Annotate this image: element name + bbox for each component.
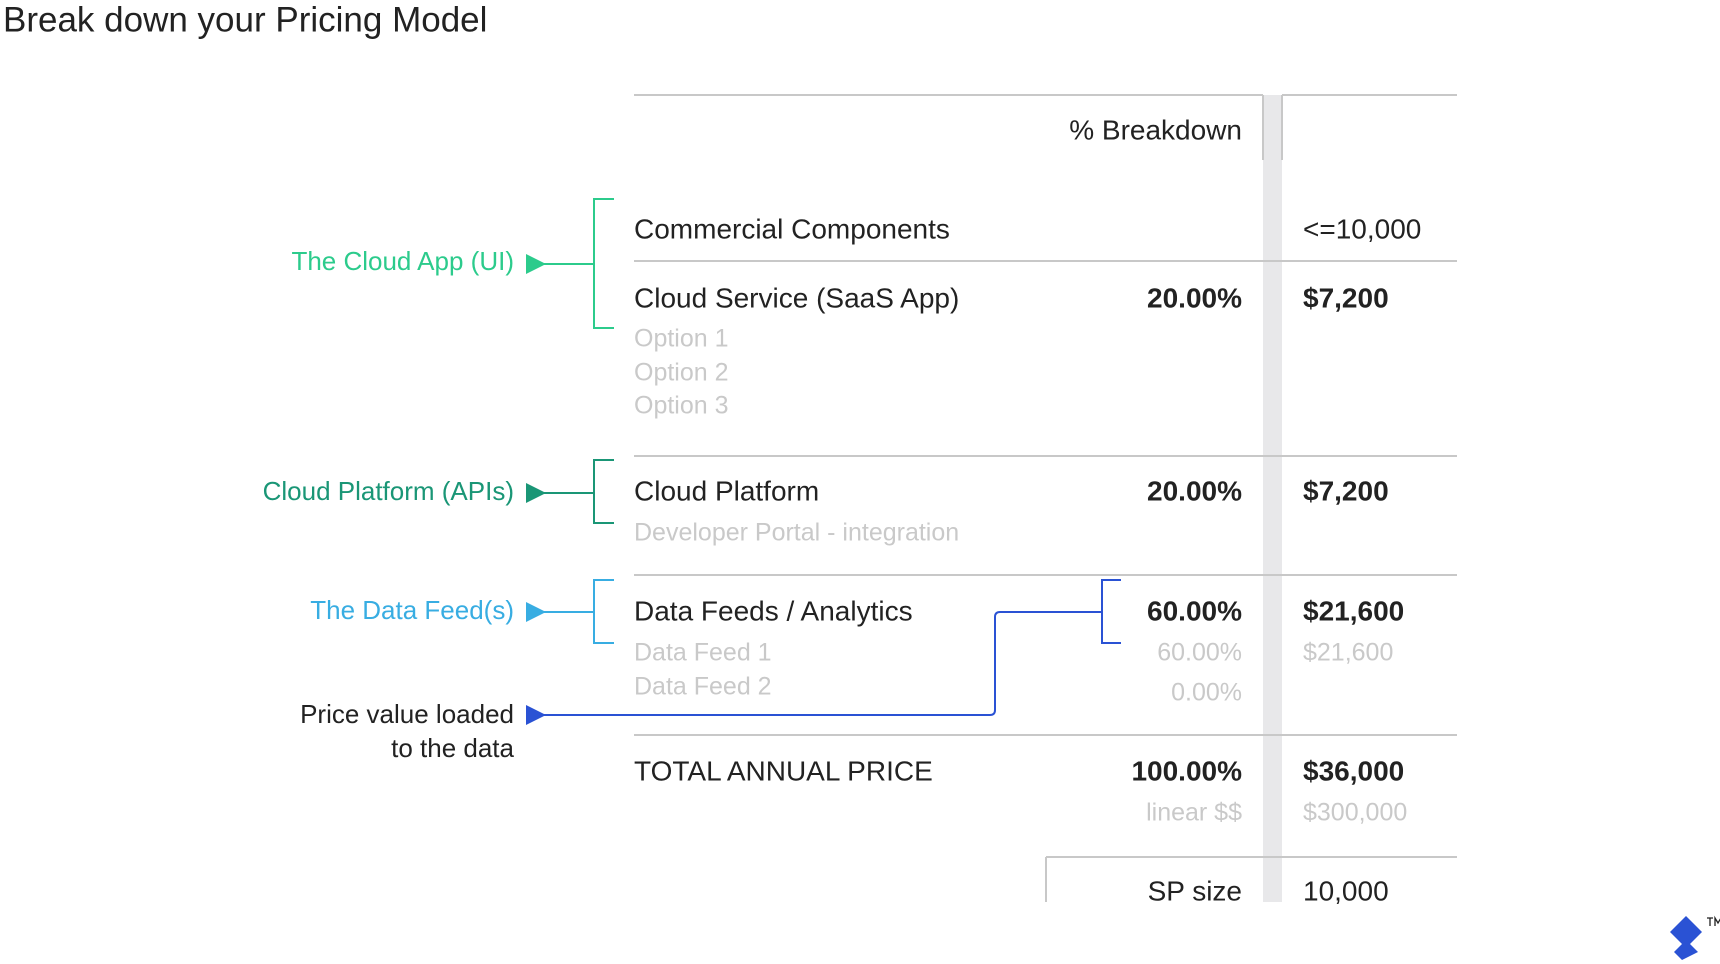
row-item: Option 3 [634, 392, 729, 420]
header: % Breakdown [1069, 114, 1242, 145]
annotation-label: to the data [391, 733, 514, 763]
row-price: $21,600 [1303, 595, 1404, 626]
row-price: <=10,000 [1303, 213, 1421, 244]
row-percent: 20.00% [1147, 475, 1242, 506]
footer-label: SP size [1148, 875, 1242, 906]
row-percent: 20.00% [1147, 282, 1242, 313]
row-item: Option 1 [634, 325, 729, 353]
row-label: TOTAL ANNUAL PRICE [634, 755, 933, 786]
row-item: Option 2 [634, 359, 729, 387]
footer-value: 10,000 [1303, 875, 1389, 906]
row-label: Commercial Components [634, 213, 950, 244]
item-price: $21,600 [1303, 639, 1393, 667]
row-price: $7,200 [1303, 475, 1389, 506]
annotation-cloud-app: The Cloud App (UI) [291, 198, 614, 329]
row-note: linear $$ [1146, 799, 1242, 827]
annotation-label: The Cloud App (UI) [291, 246, 514, 276]
annotation-data-feeds: The Data Feed(s) [310, 579, 614, 644]
column-band [1263, 95, 1282, 902]
row-label: Cloud Platform [634, 475, 819, 506]
item-percent: 60.00% [1157, 639, 1242, 667]
annotation-label: Cloud Platform (APIs) [263, 476, 514, 506]
row-item: Data Feed 2 [634, 673, 772, 701]
row-price: $7,200 [1303, 282, 1389, 313]
row-price: $36,000 [1303, 755, 1404, 786]
table-rules [634, 94, 1457, 902]
annotation-label: Price value loaded [300, 699, 514, 729]
annotation-price-value: Price value loaded to the data [300, 579, 1121, 763]
row-label: Cloud Service (SaaS App) [634, 282, 959, 313]
row-item: Data Feed 1 [634, 639, 772, 667]
row-percent: 100.00% [1131, 755, 1242, 786]
annotation-cloud-platform: Cloud Platform (APIs) [263, 459, 614, 524]
row-note-price: $300,000 [1303, 799, 1407, 827]
row-label: Data Feeds / Analytics [634, 595, 913, 626]
annotation-label: The Data Feed(s) [310, 595, 514, 625]
title: Break down your Pricing Model [3, 0, 487, 39]
logo [1670, 915, 1720, 960]
row-percent: 60.00% [1147, 595, 1242, 626]
row-item: Developer Portal - integration [634, 519, 959, 547]
pricing-table: % Breakdown Commercial Components <=10,0… [634, 114, 1421, 906]
item-percent: 0.00% [1171, 679, 1242, 707]
